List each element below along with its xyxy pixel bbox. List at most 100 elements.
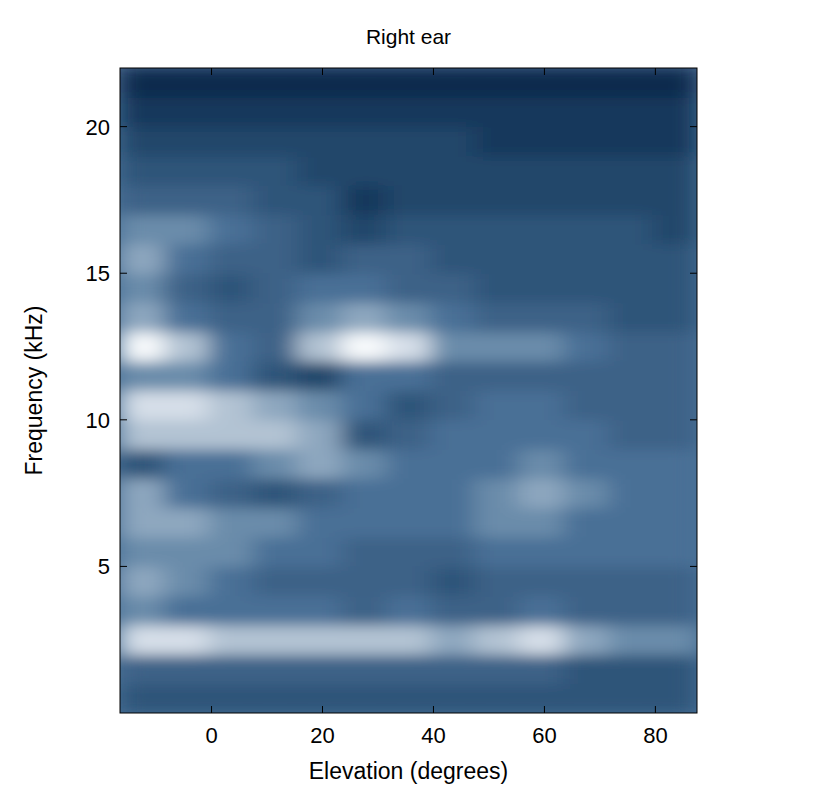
- heatmap-cell: [386, 126, 431, 156]
- x-tick-label: 20: [310, 723, 334, 748]
- heatmap-cell: [120, 361, 165, 391]
- heatmap-cell: [608, 537, 653, 567]
- heatmap-cell: [386, 390, 431, 420]
- heatmap-cell: [430, 478, 475, 508]
- heatmap-cell: [164, 97, 209, 127]
- heatmap-cell: [608, 566, 653, 596]
- heatmap-cell: [253, 449, 298, 479]
- heatmap-cell: [208, 97, 253, 127]
- heatmap-cell: [253, 97, 298, 127]
- x-tick: [433, 706, 434, 713]
- heatmap-cell: [164, 331, 209, 361]
- heatmap-cell: [208, 625, 253, 655]
- heatmap-cell: [253, 625, 298, 655]
- heatmap-cell: [475, 214, 520, 244]
- heatmap-cell: [563, 595, 608, 625]
- x-axis-title: Elevation (degrees): [309, 758, 508, 784]
- heatmap-cell: [253, 302, 298, 332]
- heatmap-cell: [253, 537, 298, 567]
- heatmap-cell: [386, 243, 431, 273]
- heatmap-cell: [430, 97, 475, 127]
- heatmap-cell: [341, 126, 386, 156]
- heatmap-cell: [475, 683, 520, 713]
- heatmap-cell: [120, 185, 165, 215]
- heatmap-cell: [475, 185, 520, 215]
- heatmap-cell: [341, 214, 386, 244]
- heatmap-cell: [563, 185, 608, 215]
- heatmap-cell: [519, 566, 564, 596]
- y-tick: [690, 566, 697, 567]
- heatmap-cell: [430, 273, 475, 303]
- heatmap-cell: [519, 361, 564, 391]
- heatmap-cell: [297, 625, 342, 655]
- heatmap-cell: [608, 302, 653, 332]
- heatmap-cell: [341, 390, 386, 420]
- heatmap-cell: [519, 449, 564, 479]
- heatmap-cell: [208, 507, 253, 537]
- heatmap-cell: [475, 537, 520, 567]
- heatmap-cell: [386, 361, 431, 391]
- heatmap-cell: [608, 331, 653, 361]
- heatmap-cell: [164, 243, 209, 273]
- heatmap-cell: [120, 683, 165, 713]
- heatmap-cell: [608, 683, 653, 713]
- heatmap-cell: [297, 214, 342, 244]
- heatmap-cell: [430, 595, 475, 625]
- heatmap-cell: [652, 478, 697, 508]
- heatmap-cell: [164, 654, 209, 684]
- heatmap-cell: [208, 419, 253, 449]
- heatmap-cell: [608, 507, 653, 537]
- heatmap-cell: [120, 566, 165, 596]
- heatmap-cell: [563, 68, 608, 98]
- heatmap-cell: [253, 566, 298, 596]
- x-tick-label: 0: [205, 723, 217, 748]
- heatmap-cell: [386, 625, 431, 655]
- heatmap-cell: [608, 595, 653, 625]
- heatmap-cell: [652, 185, 697, 215]
- heatmap-cell: [475, 595, 520, 625]
- heatmap-cell: [563, 126, 608, 156]
- x-tick: [211, 68, 212, 75]
- heatmap-cell: [341, 361, 386, 391]
- heatmap-cell: [430, 507, 475, 537]
- heatmap-cell: [519, 537, 564, 567]
- heatmap-cell: [164, 478, 209, 508]
- heatmap-cell: [253, 214, 298, 244]
- heatmap-cell: [652, 566, 697, 596]
- heatmap-cell: [208, 331, 253, 361]
- heatmap-cell: [563, 478, 608, 508]
- heatmap-cell: [652, 537, 697, 567]
- heatmap-cell: [253, 683, 298, 713]
- heatmap-cell: [386, 185, 431, 215]
- heatmap-cell: [430, 331, 475, 361]
- heatmap-cell: [253, 273, 298, 303]
- heatmap-cell: [297, 302, 342, 332]
- heatmap-cell: [475, 654, 520, 684]
- heatmap-cell: [208, 449, 253, 479]
- heatmap-cells: [120, 68, 697, 713]
- heatmap-cell: [563, 683, 608, 713]
- heatmap-cell: [652, 361, 697, 391]
- heatmap-cell: [297, 566, 342, 596]
- y-tick: [690, 126, 697, 127]
- heatmap-cell: [253, 507, 298, 537]
- heatmap-cell: [164, 449, 209, 479]
- heatmap-cell: [341, 331, 386, 361]
- heatmap-cell: [120, 273, 165, 303]
- heatmap-cell: [563, 449, 608, 479]
- heatmap-cell: [386, 302, 431, 332]
- heatmap-cell: [164, 419, 209, 449]
- heatmap-cell: [120, 507, 165, 537]
- heatmap-cell: [608, 449, 653, 479]
- heatmap-cell: [608, 361, 653, 391]
- heatmap-cell: [475, 566, 520, 596]
- heatmap-cell: [386, 273, 431, 303]
- heatmap-cell: [297, 185, 342, 215]
- title: Right ear: [366, 25, 451, 48]
- heatmap-cell: [120, 126, 165, 156]
- heatmap-cell: [475, 273, 520, 303]
- heatmap-cell: [120, 625, 165, 655]
- heatmap-cell: [120, 449, 165, 479]
- heatmap-cell: [608, 390, 653, 420]
- heatmap-cell: [475, 155, 520, 185]
